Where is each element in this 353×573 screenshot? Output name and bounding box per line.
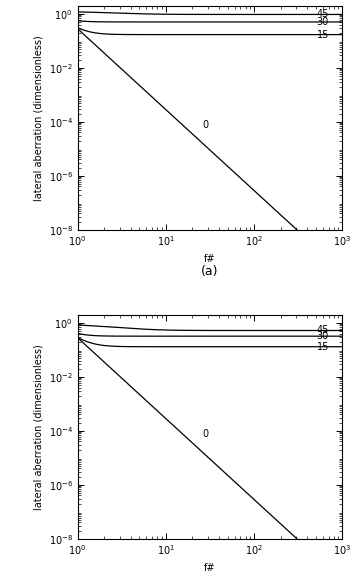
X-axis label: f#: f# (204, 563, 216, 573)
Text: 30: 30 (317, 17, 329, 27)
Text: 0: 0 (202, 120, 208, 129)
Text: 15: 15 (317, 342, 329, 352)
Text: 0: 0 (202, 429, 208, 438)
Text: (a): (a) (201, 265, 219, 278)
Text: 45: 45 (317, 9, 329, 19)
X-axis label: f#: f# (204, 254, 216, 264)
Text: 45: 45 (317, 325, 329, 336)
Text: 15: 15 (317, 30, 329, 40)
Text: 30: 30 (317, 331, 329, 341)
Y-axis label: lateral aberration (dimensionless): lateral aberration (dimensionless) (33, 344, 43, 509)
Y-axis label: lateral aberration (dimensionless): lateral aberration (dimensionless) (33, 35, 43, 201)
